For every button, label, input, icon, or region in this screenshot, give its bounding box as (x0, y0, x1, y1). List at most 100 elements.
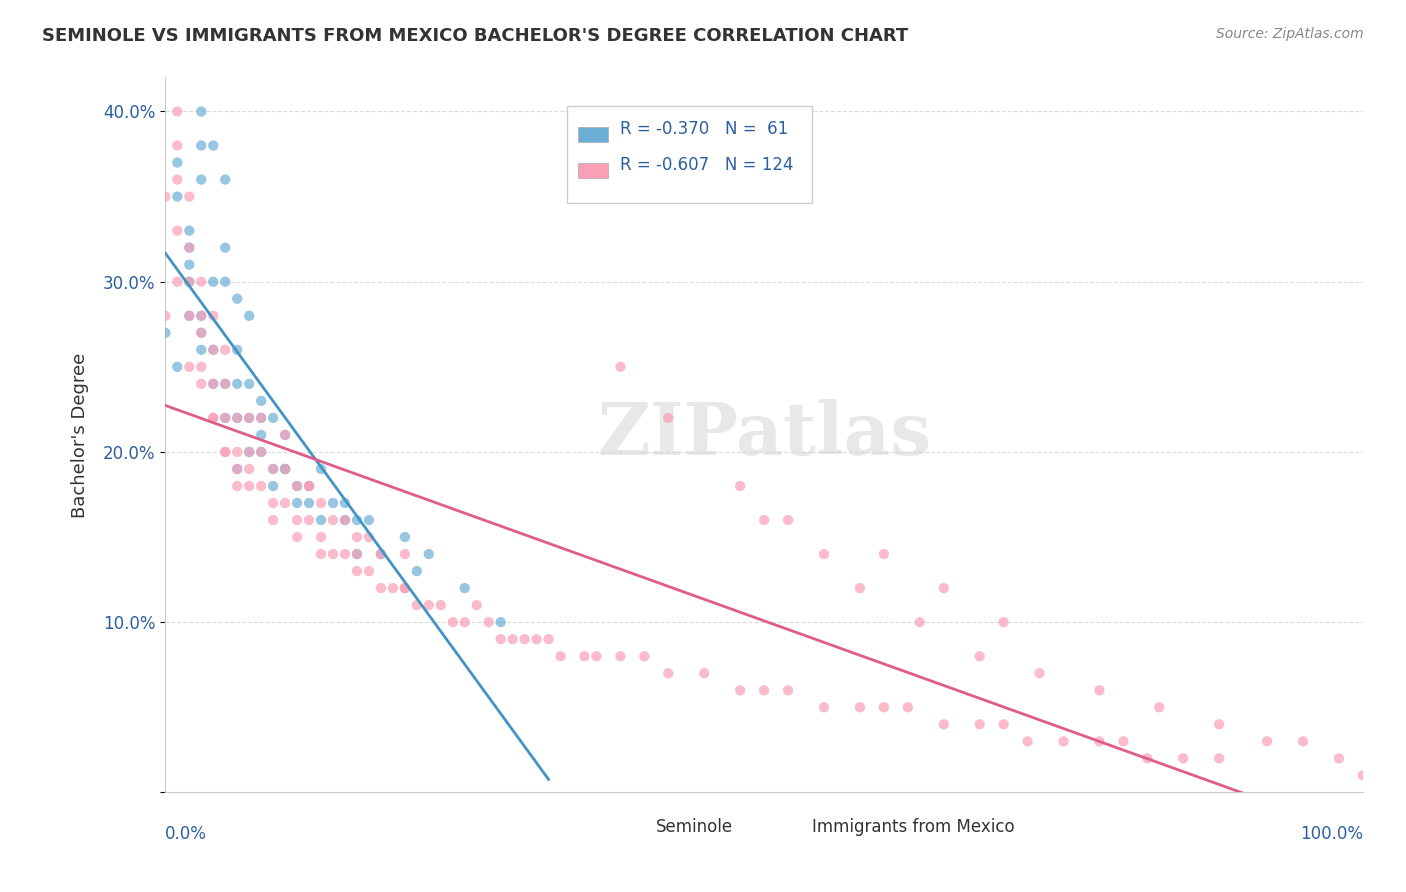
Point (179, 224, 201, 238)
Point (346, 547, 368, 561)
Point (202, 411, 225, 425)
Point (202, 376, 225, 391)
Point (309, 496, 332, 510)
Point (238, 309, 260, 323)
Point (1208, 751, 1230, 765)
Point (969, 717, 991, 731)
Point (274, 428, 297, 442)
Point (322, 547, 344, 561)
Text: SEMINOLE VS IMMIGRANTS FROM MEXICO BACHELOR'S DEGREE CORRELATION CHART: SEMINOLE VS IMMIGRANTS FROM MEXICO BACHE… (42, 27, 908, 45)
Point (238, 445, 260, 459)
Point (1327, 751, 1350, 765)
Point (262, 462, 284, 476)
Point (214, 172, 236, 186)
Text: Seminole: Seminole (657, 819, 734, 837)
Point (357, 513, 380, 527)
Point (226, 343, 249, 357)
Point (633, 649, 655, 664)
Point (849, 700, 872, 714)
Point (226, 462, 249, 476)
Text: R = -0.370   N =  61: R = -0.370 N = 61 (620, 120, 789, 138)
Point (190, 275, 212, 289)
Point (250, 393, 273, 408)
Point (274, 496, 297, 510)
Point (441, 615, 464, 630)
Point (179, 258, 201, 272)
Point (693, 666, 716, 681)
Point (752, 683, 775, 698)
Point (166, 104, 188, 119)
Point (574, 649, 596, 664)
Point (202, 376, 225, 391)
Point (778, 683, 800, 698)
Point (190, 376, 212, 391)
Y-axis label: Bachelor's Degree: Bachelor's Degree (72, 352, 89, 517)
Point (166, 275, 188, 289)
Point (202, 138, 225, 153)
Point (166, 138, 188, 153)
Point (179, 241, 201, 255)
Point (1136, 751, 1159, 765)
Point (993, 717, 1015, 731)
Point (179, 189, 201, 203)
Point (381, 581, 404, 595)
Point (274, 462, 297, 476)
Point (346, 513, 368, 527)
Text: ZIPatlas: ZIPatlas (598, 400, 931, 470)
Point (502, 632, 524, 647)
Point (873, 700, 896, 714)
Point (1149, 700, 1171, 714)
Bar (578, 128, 609, 142)
Point (333, 496, 356, 510)
Point (346, 530, 368, 544)
Point (166, 224, 188, 238)
Point (333, 547, 356, 561)
Point (262, 462, 284, 476)
Point (214, 343, 236, 357)
Point (849, 581, 872, 595)
FancyBboxPatch shape (567, 106, 813, 202)
Point (190, 309, 212, 323)
Point (179, 309, 201, 323)
Point (202, 309, 225, 323)
Point (179, 309, 201, 323)
Point (190, 309, 212, 323)
Point (179, 359, 201, 374)
Point (226, 411, 249, 425)
Point (238, 462, 260, 476)
Point (908, 615, 931, 630)
Point (214, 445, 236, 459)
Text: Source: ZipAtlas.com: Source: ZipAtlas.com (1216, 27, 1364, 41)
Point (226, 462, 249, 476)
Point (333, 513, 356, 527)
Point (202, 343, 225, 357)
Point (226, 411, 249, 425)
Point (322, 513, 344, 527)
Point (214, 445, 236, 459)
Point (657, 411, 679, 425)
Point (394, 581, 416, 595)
Text: 100.0%: 100.0% (1301, 824, 1362, 843)
Point (214, 411, 236, 425)
Point (370, 581, 392, 595)
Point (1112, 734, 1135, 748)
Bar (620, 820, 651, 835)
Point (285, 513, 308, 527)
Point (1028, 666, 1050, 681)
Point (166, 172, 188, 186)
Point (405, 598, 427, 612)
Point (214, 411, 236, 425)
Point (526, 632, 548, 647)
Point (250, 445, 273, 459)
Point (285, 530, 308, 544)
Point (309, 513, 332, 527)
Bar (578, 163, 609, 178)
Point (394, 581, 416, 595)
Point (202, 275, 225, 289)
Point (430, 598, 453, 612)
Point (262, 496, 284, 510)
Point (155, 189, 177, 203)
Point (1208, 717, 1230, 731)
Point (357, 530, 380, 544)
Point (932, 581, 955, 595)
